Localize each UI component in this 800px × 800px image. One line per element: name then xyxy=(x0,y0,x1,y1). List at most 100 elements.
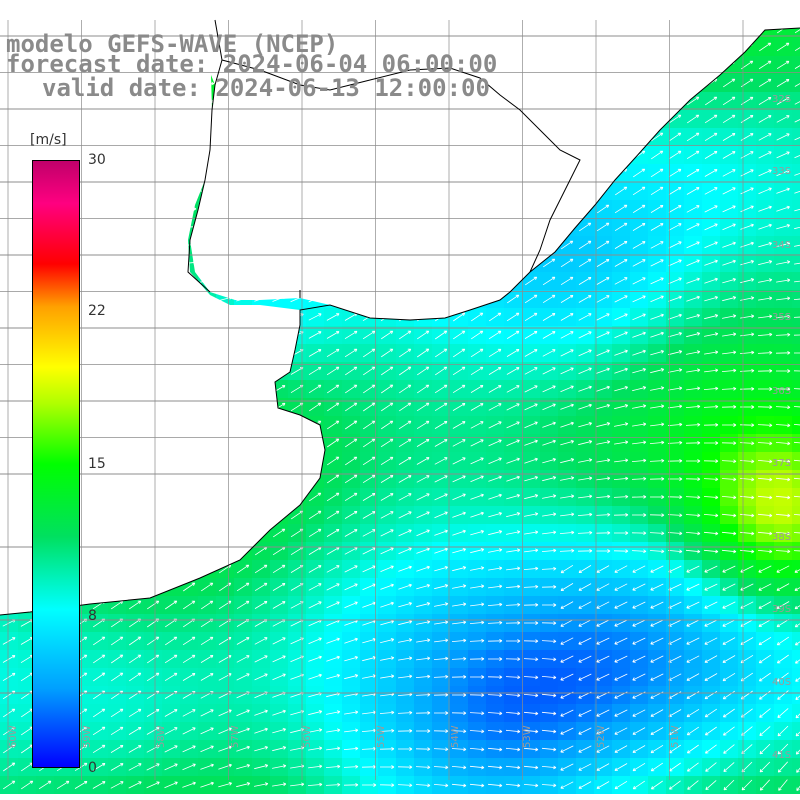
wind-arrow xyxy=(272,583,286,591)
wind-arrow xyxy=(326,474,340,484)
wind-arrow xyxy=(488,657,503,661)
lon-label-56w: 56W xyxy=(302,725,313,748)
wind-arrow xyxy=(614,186,628,196)
wind-arrow xyxy=(794,641,800,646)
wind-arrow xyxy=(722,332,737,337)
wind-arrow xyxy=(614,222,628,232)
wind-arrow xyxy=(470,529,484,536)
colorbar-tick-30: 30 xyxy=(88,152,106,168)
wind-arrow xyxy=(794,47,800,52)
lat-label-37s: 37S xyxy=(772,458,792,469)
wind-arrow xyxy=(758,583,772,591)
wind-arrow xyxy=(506,312,520,322)
wind-arrow xyxy=(632,367,646,374)
wind-arrow xyxy=(776,187,790,194)
wind-arrow xyxy=(650,637,664,645)
wind-arrow xyxy=(344,474,358,484)
wind-arrow xyxy=(703,404,719,409)
wind-arrow xyxy=(506,367,520,375)
wind-arrow xyxy=(470,312,484,322)
wind-arrow xyxy=(92,672,106,682)
wind-arrow xyxy=(578,367,592,375)
wind-arrow xyxy=(793,370,800,372)
wind-arrow xyxy=(326,583,340,591)
wind-arrow xyxy=(721,513,737,518)
wind-arrow xyxy=(721,405,737,409)
wind-arrow xyxy=(740,259,754,266)
wind-arrow xyxy=(668,404,683,409)
wind-arrow xyxy=(344,402,358,412)
wind-arrow xyxy=(451,656,467,661)
wind-cell xyxy=(792,596,800,614)
wind-arrow xyxy=(758,205,772,212)
wind-arrow xyxy=(326,438,340,448)
wind-arrow xyxy=(776,133,790,141)
wind-arrow xyxy=(650,186,664,196)
wind-arrow xyxy=(595,512,611,517)
wind-arrow xyxy=(452,693,467,697)
wind-arrow xyxy=(686,386,701,391)
wind-arrow xyxy=(793,441,800,444)
wind-arrow xyxy=(704,295,718,302)
wind-arrow xyxy=(704,441,719,445)
wind-arrow xyxy=(686,295,700,302)
wind-arrow xyxy=(650,583,664,591)
wind-arrow xyxy=(668,223,682,231)
wind-arrow xyxy=(254,637,268,645)
wind-arrow xyxy=(758,672,771,682)
wind-arrow xyxy=(433,674,449,679)
wind-arrow xyxy=(794,569,800,573)
wind-arrow xyxy=(488,584,503,589)
lon-label-51w: 51W xyxy=(670,725,681,748)
wind-arrow xyxy=(488,439,502,447)
wind-arrow xyxy=(650,241,664,249)
wind-arrow xyxy=(632,223,646,231)
map-title-forecast-date: forecast date: 2024-06-04 06:00:00 xyxy=(6,50,498,78)
wind-arrow xyxy=(2,672,16,682)
wind-arrow xyxy=(254,564,268,574)
wind-arrow xyxy=(686,459,701,463)
wind-arrow xyxy=(272,564,286,574)
wind-arrow xyxy=(632,565,646,573)
colorbar-tick-15: 15 xyxy=(88,456,106,472)
wind-arrow xyxy=(685,495,701,500)
wind-arrow xyxy=(344,492,358,502)
wind-arrow xyxy=(380,638,395,644)
wind-arrow xyxy=(308,402,322,412)
wind-arrow xyxy=(452,348,466,358)
wind-arrow xyxy=(793,550,800,552)
wind-arrow xyxy=(434,348,448,358)
wind-arrow xyxy=(379,710,395,715)
wind-arrow xyxy=(272,709,286,716)
wind-arrow xyxy=(326,384,340,394)
wind-arrow xyxy=(344,565,358,573)
wind-arrow xyxy=(740,278,755,284)
wind-arrow xyxy=(452,584,467,589)
wind-arrow xyxy=(308,728,323,733)
wind-arrow xyxy=(704,277,718,284)
wind-arrow xyxy=(703,386,719,391)
wind-arrow xyxy=(757,369,773,373)
wind-arrow xyxy=(686,241,700,249)
wind-arrow xyxy=(667,531,683,536)
wind-arrow xyxy=(560,583,574,591)
wind-arrow xyxy=(236,637,250,645)
wind-arrow xyxy=(398,348,412,358)
wind-arrow xyxy=(434,620,449,625)
wind-arrow xyxy=(704,690,718,700)
wind-cell xyxy=(792,668,800,686)
wind-arrow xyxy=(578,421,592,428)
wind-arrow xyxy=(560,403,574,410)
wind-arrow xyxy=(362,384,376,394)
wind-arrow xyxy=(542,457,556,464)
wind-arrow xyxy=(614,367,628,374)
wind-arrow xyxy=(362,511,376,519)
wind-arrow xyxy=(632,619,646,627)
wind-arrow xyxy=(649,477,665,481)
wind-arrow xyxy=(578,277,592,285)
wind-arrow xyxy=(541,729,557,734)
wind-arrow xyxy=(614,601,628,609)
wind-arrow xyxy=(794,29,800,34)
wind-arrow xyxy=(686,332,701,338)
wind-arrow xyxy=(469,693,485,698)
